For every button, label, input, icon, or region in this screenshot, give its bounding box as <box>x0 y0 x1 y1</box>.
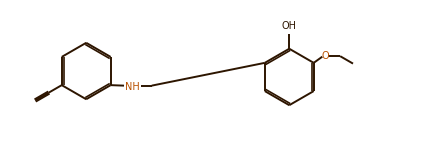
Text: O: O <box>321 51 329 61</box>
Text: OH: OH <box>282 21 297 31</box>
Text: NH: NH <box>125 82 140 92</box>
